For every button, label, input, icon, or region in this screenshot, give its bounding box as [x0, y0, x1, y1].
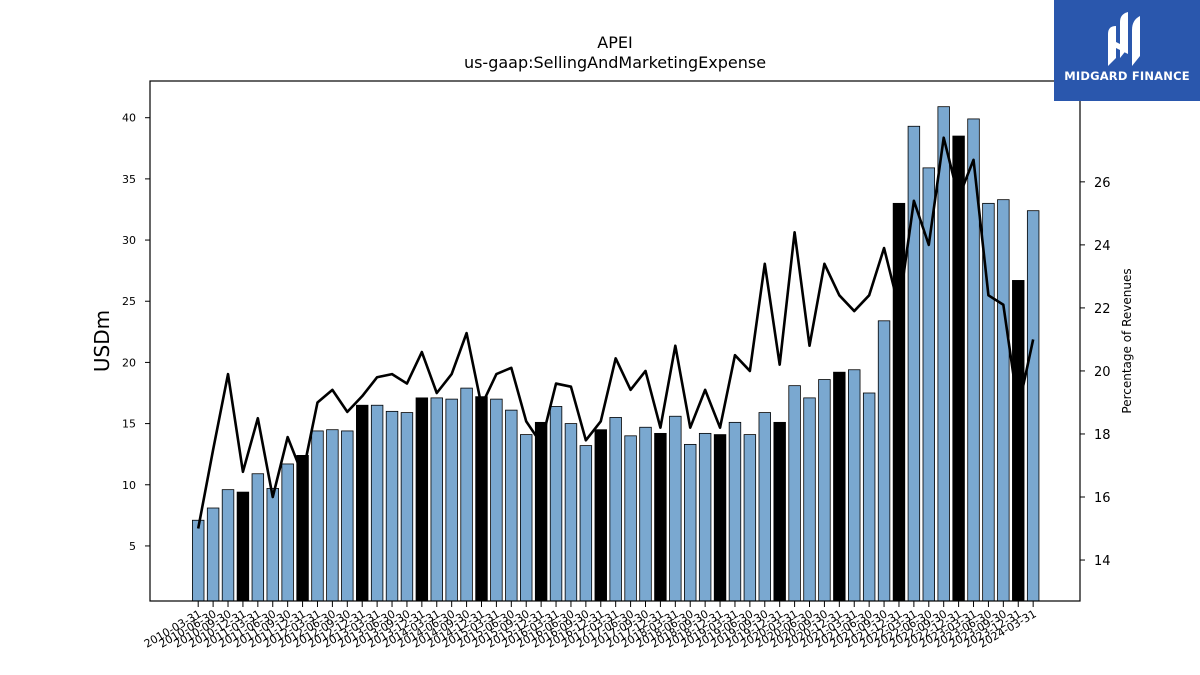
bar-2012-06-30	[326, 429, 339, 602]
y-tick-label: 5	[129, 540, 136, 553]
bar-2018-12-31	[713, 434, 727, 602]
bar-2015-03-31	[490, 398, 503, 602]
bar-2015-06-30	[505, 409, 518, 602]
bar-series	[191, 106, 1040, 602]
bar-2019-03-31	[728, 421, 742, 602]
bar-2018-03-31	[669, 415, 682, 602]
bar-2020-12-31	[833, 371, 846, 602]
bar-2023-12-31	[1012, 280, 1025, 602]
bar-2010-06-30	[206, 507, 220, 602]
bar-2013-12-31	[415, 397, 429, 602]
y-tick-label: 40	[122, 112, 136, 125]
bar-2017-03-31	[609, 417, 622, 602]
bar-2018-06-30	[684, 443, 697, 602]
bar-2022-12-31	[952, 135, 965, 602]
brand-logo: MIDGARD FINANCE	[1054, 0, 1200, 101]
bar-2011-09-30	[281, 463, 294, 602]
logo-text: MIDGARD FINANCE	[1064, 69, 1190, 83]
y2-tick-label: 26	[1094, 176, 1111, 191]
bar-2019-06-30	[743, 434, 757, 602]
y-tick-label: 20	[122, 356, 136, 369]
left-axis-ticks: 5 10 15 20 25 30 35 40	[122, 112, 150, 553]
bar-2020-06-30	[803, 397, 816, 602]
bar-2013-09-30	[400, 412, 414, 602]
bar-2023-09-30	[997, 199, 1010, 602]
bar-2016-09-30	[579, 445, 593, 602]
bar-2022-03-31	[907, 125, 921, 602]
chart-title: APEI	[597, 33, 632, 52]
bar-2020-09-30	[818, 379, 831, 602]
bar-2021-06-30	[862, 392, 876, 602]
y2-tick-label: 24	[1094, 239, 1111, 254]
bar-2011-03-31	[251, 473, 265, 602]
bar-2014-06-30	[445, 398, 458, 602]
bar-2016-06-30	[564, 423, 578, 602]
bar-2011-12-31	[296, 454, 309, 602]
bar-2024-03-31	[1026, 210, 1040, 602]
x-axis-ticks: 2010-03-312010-06-302010-09-302010-12-31…	[142, 601, 1039, 651]
midgard-logo-icon	[1108, 12, 1140, 66]
percentage-line	[196, 136, 1035, 529]
bar-2014-09-30	[460, 387, 473, 602]
plot-frame	[149, 80, 1081, 602]
y-axis-label: USDm	[90, 310, 114, 372]
line-series	[196, 136, 1035, 529]
bar-2013-06-30	[385, 410, 399, 602]
y-tick-label: 15	[122, 418, 136, 431]
bar-2010-03-31	[191, 519, 205, 602]
bar-2016-03-31	[549, 406, 563, 602]
bar-2012-12-31	[356, 404, 369, 602]
y2-tick-label: 14	[1094, 554, 1111, 569]
bar-2013-03-31	[370, 404, 384, 602]
bar-2016-12-31	[594, 429, 607, 602]
bar-2021-03-31	[848, 369, 861, 602]
bar-2019-12-31	[773, 421, 786, 602]
bar-2014-03-31	[430, 397, 443, 602]
y-tick-label: 30	[122, 234, 136, 247]
chart-subtitle: us-gaap:SellingAndMarketingExpense	[464, 53, 766, 72]
bar-2019-09-30	[758, 412, 771, 602]
right-axis-ticks: 14 16 18 20 22 24 26	[1080, 176, 1111, 569]
bar-2022-09-30	[937, 106, 950, 602]
bar-2010-12-31	[236, 491, 250, 602]
bar-2021-09-30	[877, 320, 891, 602]
bar-2020-03-31	[788, 385, 801, 602]
y2-tick-label: 18	[1094, 428, 1111, 443]
y-tick-label: 10	[122, 479, 136, 492]
bar-2010-09-30	[221, 489, 235, 602]
bar-2017-09-30	[639, 426, 652, 602]
y2-axis-label: Percentage of Revenues	[1120, 268, 1134, 413]
bar-2017-12-31	[654, 432, 667, 602]
bar-2015-12-31	[534, 421, 548, 602]
y2-tick-label: 22	[1094, 302, 1111, 317]
y-tick-label: 35	[122, 173, 136, 186]
bar-2018-09-30	[698, 432, 712, 602]
bar-2021-12-31	[892, 202, 906, 602]
bar-2011-06-30	[266, 488, 279, 602]
bar-2012-09-30	[341, 430, 354, 602]
bar-2012-03-31	[311, 430, 324, 602]
y2-tick-label: 16	[1094, 491, 1111, 506]
y-tick-label: 25	[122, 295, 136, 308]
bar-2014-12-31	[475, 396, 488, 602]
bar-2017-06-30	[624, 435, 637, 602]
y2-tick-label: 20	[1094, 365, 1111, 380]
bar-2015-09-30	[520, 434, 533, 602]
